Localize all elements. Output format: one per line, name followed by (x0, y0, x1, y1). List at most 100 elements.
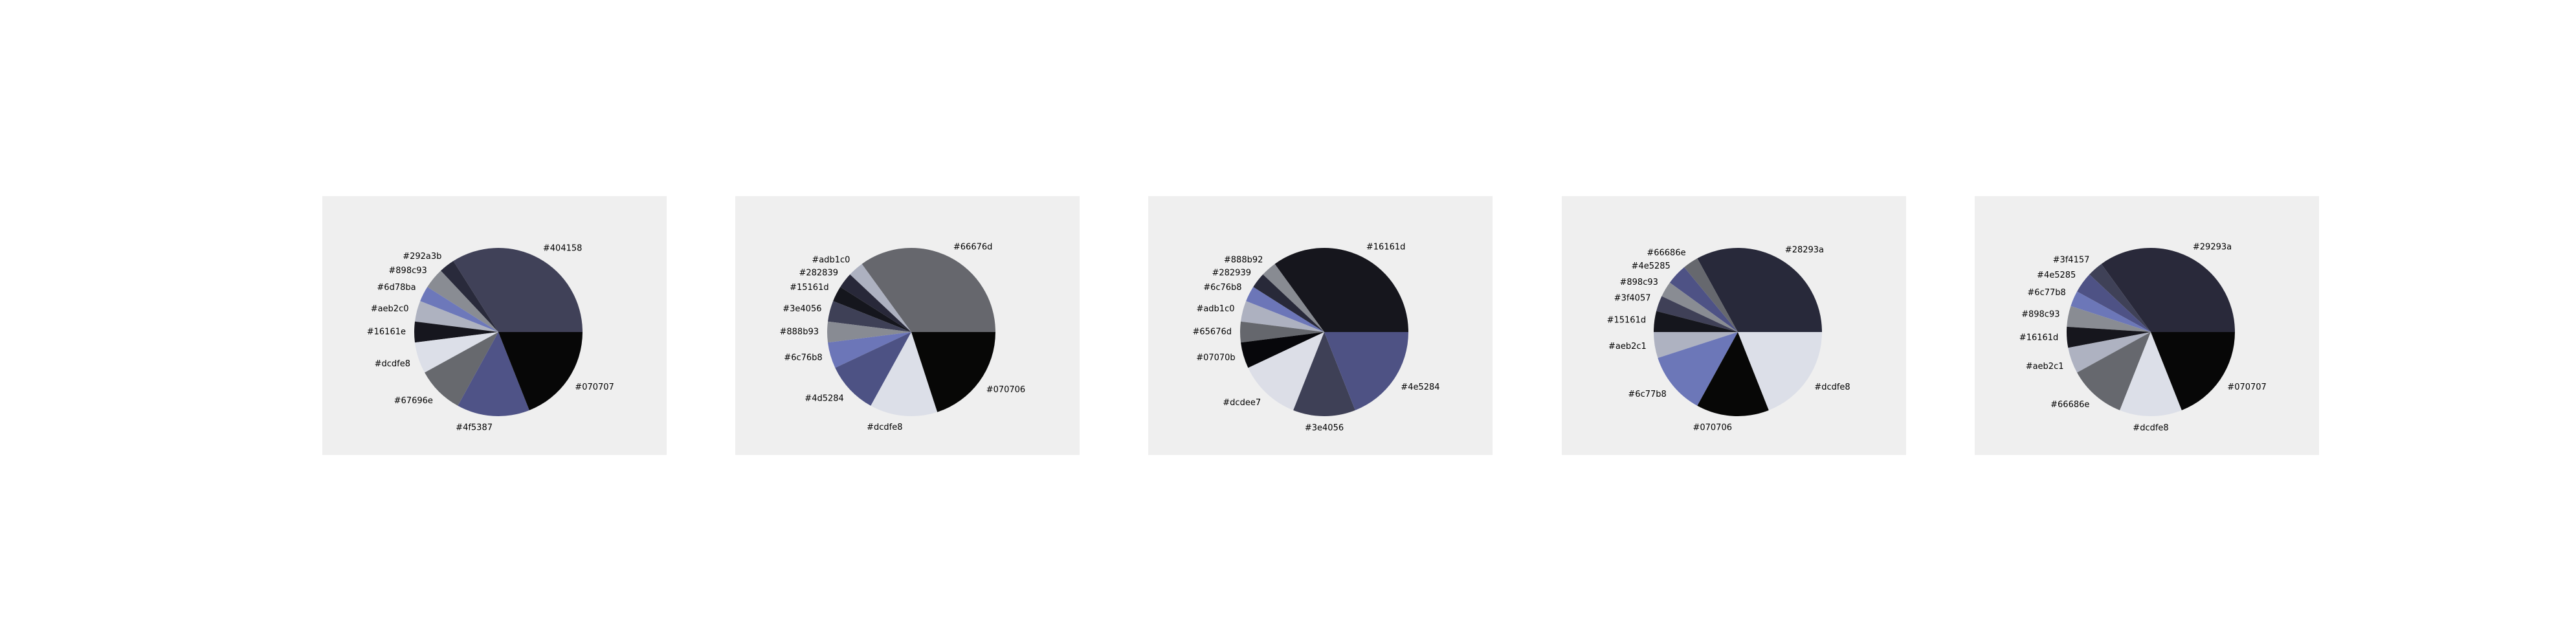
pie-slice-label: #4e5284 (1401, 383, 1439, 392)
pie-slice (2101, 248, 2235, 332)
pie-slice (458, 332, 529, 417)
pie-slice-label: #15161d (790, 283, 829, 293)
pie-slice-label: #070706 (986, 385, 1026, 395)
pie-chart-4: #28293a #66686e #4e5285 #898c93 #3f4057 #1516… (1607, 245, 1850, 433)
pie-slice-label: #888b93 (780, 328, 819, 337)
pie-slice (1684, 258, 1738, 332)
pie-slice-label: #3f4157 (2053, 256, 2090, 265)
pie-slice-label: #dcdfe8 (1814, 383, 1850, 392)
pie-slice-label: #4d5284 (805, 394, 844, 404)
pie-chart-2: #66676d #adb1c0 #282839 #15161d #3e4056 #888b… (780, 243, 1026, 433)
pie-slice (911, 332, 995, 412)
pie-slice-label: #66686e (2050, 400, 2089, 410)
pie-slice (1324, 332, 1408, 410)
pie-slice-label: #3e4056 (783, 304, 821, 314)
pie-slice (1246, 287, 1324, 332)
pie-chart-1: #404158 #292a3b #898c93 #6d78ba #aeb2c0 #1616… (367, 244, 614, 433)
pie-slice-label: #66686e (1647, 249, 1685, 258)
pie-slice (414, 321, 498, 343)
pie-slice (827, 321, 911, 343)
pie-slice (861, 248, 995, 332)
pie-slice (2068, 332, 2151, 373)
pie-slice-label: #4f5387 (456, 423, 493, 432)
pie-slice (441, 261, 498, 332)
pie-slice (1658, 332, 1738, 406)
pie-slice (420, 287, 498, 332)
pie-slice (415, 332, 498, 373)
pie-slice (427, 271, 498, 332)
pie-slice-label: #4e5285 (2037, 271, 2076, 280)
pie-slice-label: #4e5285 (1632, 261, 1671, 271)
pie-slice-label: #070707 (2227, 383, 2267, 392)
pie-slice (415, 301, 498, 332)
pie-slice (1697, 332, 1769, 417)
pie-slice (453, 248, 583, 332)
pie-slice-label: #16161d (1366, 243, 1406, 252)
pie-slice (2151, 332, 2235, 410)
pie-slice (2071, 291, 2151, 332)
pie-slice (425, 332, 498, 406)
pie-slice (828, 332, 911, 368)
pie-slice (2067, 326, 2151, 348)
pie-chart-panel-4: #28293a #66686e #4e5285 #898c93 #3f4057 #1516… (1562, 196, 1906, 455)
pie-slice-label: #282939 (1212, 268, 1251, 278)
pie-chart-5: #29293a #3f4157 #4e5285 #6c77b8 #898c93 #1616… (2019, 243, 2267, 433)
pie-slice-label: #404158 (543, 244, 583, 254)
pie-slice (1241, 301, 1324, 332)
pie-slice (2120, 332, 2182, 417)
pie-slice-label: #aeb2c1 (2026, 362, 2064, 372)
pie-slice (2067, 305, 2151, 332)
pie-slice-label: #adb1c0 (1196, 304, 1234, 314)
pie-slice (498, 332, 583, 410)
pie-slice (1274, 248, 1408, 332)
pie-slice-label: #898c93 (2021, 310, 2060, 320)
pie-chart-panel-2: #66676d #adb1c0 #282839 #15161d #3e4056 #888b… (735, 196, 1080, 455)
pie-slice-label: #16161d (2019, 333, 2059, 343)
pie-slice-label: #28293a (1785, 245, 1824, 255)
pie-chart-panel-3: #16161d #888b92 #282939 #6c76b8 #adb1c0 #6567… (1148, 196, 1493, 455)
pie-slice (1241, 332, 1324, 368)
pie-slice (1253, 274, 1324, 332)
pie-slice-label: #67696e (394, 396, 433, 406)
pie-slice-label: #3f4057 (1614, 294, 1651, 304)
pie-slice-label: #29293a (2193, 243, 2232, 252)
pie-slice-label: #adb1c0 (812, 256, 850, 265)
pie-slice (835, 332, 911, 406)
pie-slice (2089, 263, 2151, 332)
pie-slice-label: #dcdfe8 (867, 423, 902, 432)
pie-slice-label: #6c76b8 (1203, 283, 1241, 293)
pie-slice (1697, 247, 1822, 332)
pie-slice (1263, 263, 1324, 332)
pie-slice-label: #888b92 (1224, 256, 1263, 265)
pie-slice-label: #6c76b8 (784, 353, 822, 362)
pie-slice-label: #282839 (799, 268, 838, 278)
pie-slice (1654, 332, 1738, 359)
pie-slice (1240, 321, 1324, 343)
pie-slice (850, 263, 911, 332)
pie-slice-label: #070706 (1693, 423, 1732, 432)
pie-slice (1656, 296, 1738, 332)
pie-slice (840, 274, 911, 332)
pie-slice (871, 332, 938, 417)
pie-slice-label: #3e4056 (1305, 423, 1344, 433)
pie-slice-label: #6d78ba (377, 283, 416, 293)
pie-slice-label: #292a3b (403, 252, 441, 261)
pie-slice-label: #dcdfe8 (375, 359, 410, 369)
pie-chart-panel-5: #29293a #3f4157 #4e5285 #6c77b8 #898c93 #1616… (1975, 196, 2319, 455)
pie-chart-3: #16161d #888b92 #282939 #6c76b8 #adb1c0 #6567… (1193, 243, 1440, 433)
pie-slice-label: #aeb2c0 (371, 304, 409, 314)
pie-slice (828, 301, 911, 332)
pie-slice-label: #6c77b8 (1628, 390, 1666, 399)
pie-slice-label: #898c93 (388, 266, 427, 276)
pie-slice-label: #66676d (953, 243, 993, 252)
pie-slice (1654, 311, 1738, 332)
pie-slice (1293, 332, 1355, 417)
pie-slice-label: #070707 (575, 383, 614, 392)
pie-slice-label: #dcdfe8 (2133, 423, 2168, 433)
pie-slice (1669, 267, 1738, 332)
pie-slice-label: #6c77b8 (2027, 288, 2065, 298)
pie-slice (1248, 332, 1324, 410)
pie-slice (1738, 332, 1822, 410)
pie-slice-label: #07070b (1196, 353, 1236, 362)
